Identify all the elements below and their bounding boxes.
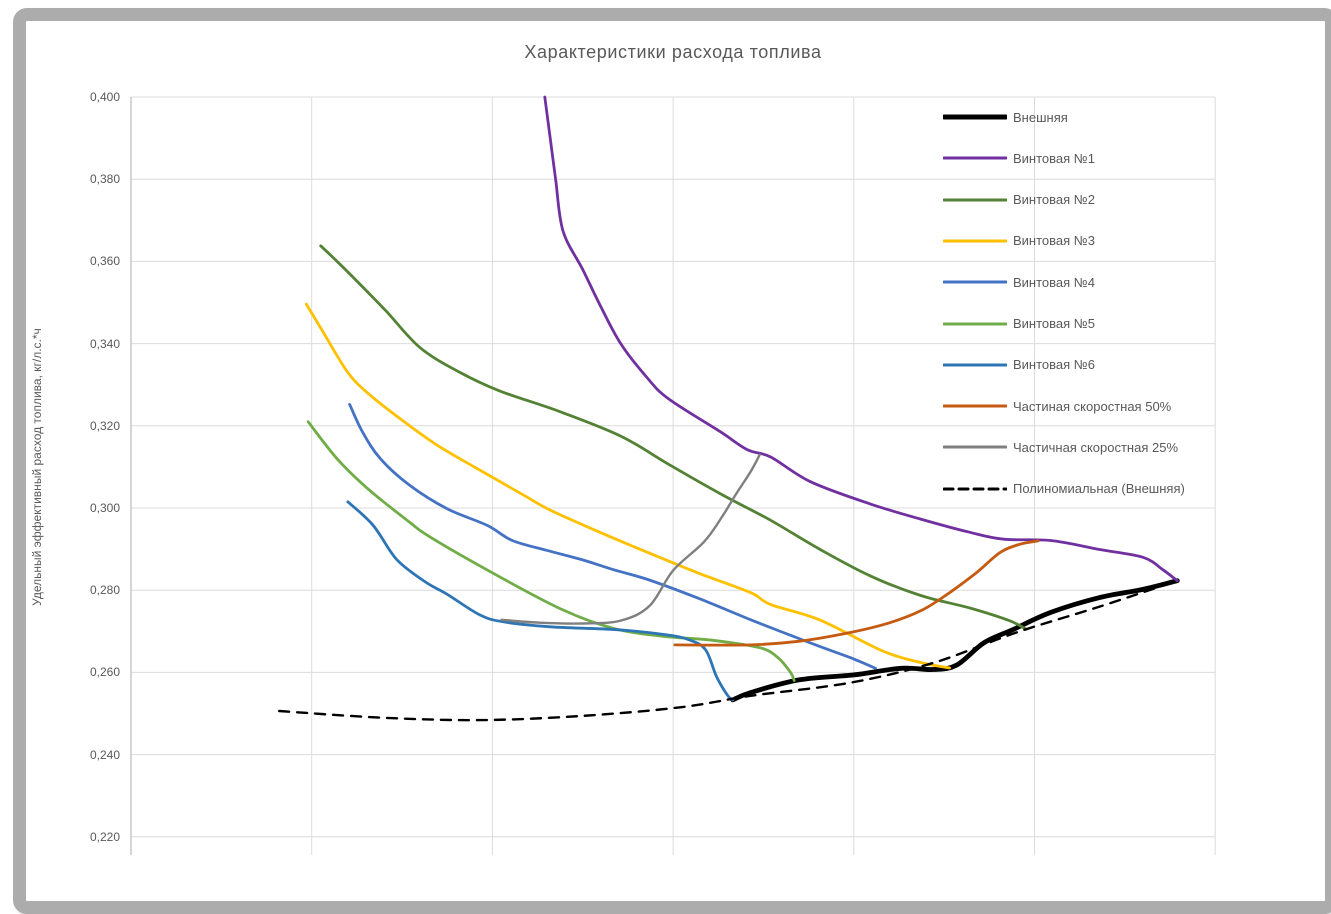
- legend-item-9[interactable]: Полиномиальная (Внешняя): [943, 479, 1185, 499]
- legend-label: Винтовая №1: [1013, 150, 1095, 166]
- series-1[interactable]: [543, 95, 1179, 583]
- legend-swatch-line: [943, 156, 1007, 160]
- series-4[interactable]: [348, 403, 877, 670]
- y-tick-label: 0,380: [89, 172, 120, 187]
- legend-item-1[interactable]: Винтовая №1: [943, 148, 1095, 168]
- y-tick-label: 0,340: [89, 336, 120, 351]
- legend-item-0[interactable]: Внешняя: [943, 107, 1068, 127]
- legend-swatch-line: [943, 280, 1007, 284]
- series-7[interactable]: [673, 539, 1040, 647]
- y-tick-label: 0,400: [89, 90, 120, 104]
- series-9[interactable]: [278, 579, 1179, 722]
- legend-item-4[interactable]: Винтовая №4: [943, 272, 1095, 292]
- y-tick-label: 0,240: [89, 747, 120, 762]
- legend-swatch-line: [943, 487, 1007, 491]
- legend-label: Частичная скоростная 25%: [1013, 439, 1179, 455]
- y-tick-label: 0,300: [89, 501, 120, 515]
- y-tick-label: 0,220: [89, 829, 120, 844]
- legend-item-3[interactable]: Винтовая №3: [943, 231, 1095, 251]
- series-3[interactable]: [304, 302, 951, 670]
- legend-label: Винтовая №4: [1013, 274, 1095, 290]
- chart-title[interactable]: Характеристики расхода топлива: [524, 42, 822, 62]
- legend-label: Внешняя: [1013, 109, 1068, 125]
- series-0[interactable]: [730, 578, 1180, 703]
- legend-label: Винтовая №5: [1013, 316, 1095, 331]
- series-5[interactable]: [306, 420, 796, 682]
- y-tick-label: 0,360: [89, 254, 120, 269]
- series-2[interactable]: [319, 244, 1027, 631]
- legend-swatch-line: [943, 114, 1007, 120]
- legend-swatch-line: [943, 322, 1007, 325]
- legend-label: Винтовая №2: [1013, 192, 1095, 208]
- plot-area[interactable]: [0, 0, 1331, 855]
- y-tick-label: 0,260: [89, 665, 120, 680]
- legend-swatch-line: [943, 363, 1007, 367]
- legend-label: Частиная скоростная 50%: [1013, 398, 1172, 414]
- y-tick-label: 0,280: [89, 583, 120, 598]
- legend-item-2[interactable]: Винтовая №2: [943, 190, 1095, 210]
- legend-label: Винтовая №3: [1013, 233, 1095, 249]
- legend-label: Полиномиальная (Внешняя): [1013, 481, 1185, 497]
- legend-swatch-line: [943, 239, 1007, 243]
- legend-label: Винтовая №6: [1013, 357, 1095, 373]
- y-tick-label: 0,320: [89, 418, 120, 433]
- legend-swatch-line: [943, 404, 1007, 408]
- legend-item-5[interactable]: Винтовая №5: [943, 314, 1095, 334]
- legend-swatch-line: [943, 445, 1007, 449]
- legend-item-6[interactable]: Винтовая №6: [943, 355, 1095, 375]
- series-6[interactable]: [346, 500, 735, 702]
- series-8[interactable]: [500, 453, 761, 625]
- legend-swatch-line: [943, 198, 1007, 202]
- legend-item-8[interactable]: Частичная скоростная 25%: [943, 437, 1178, 457]
- legend-item-7[interactable]: Частиная скоростная 50%: [943, 396, 1171, 416]
